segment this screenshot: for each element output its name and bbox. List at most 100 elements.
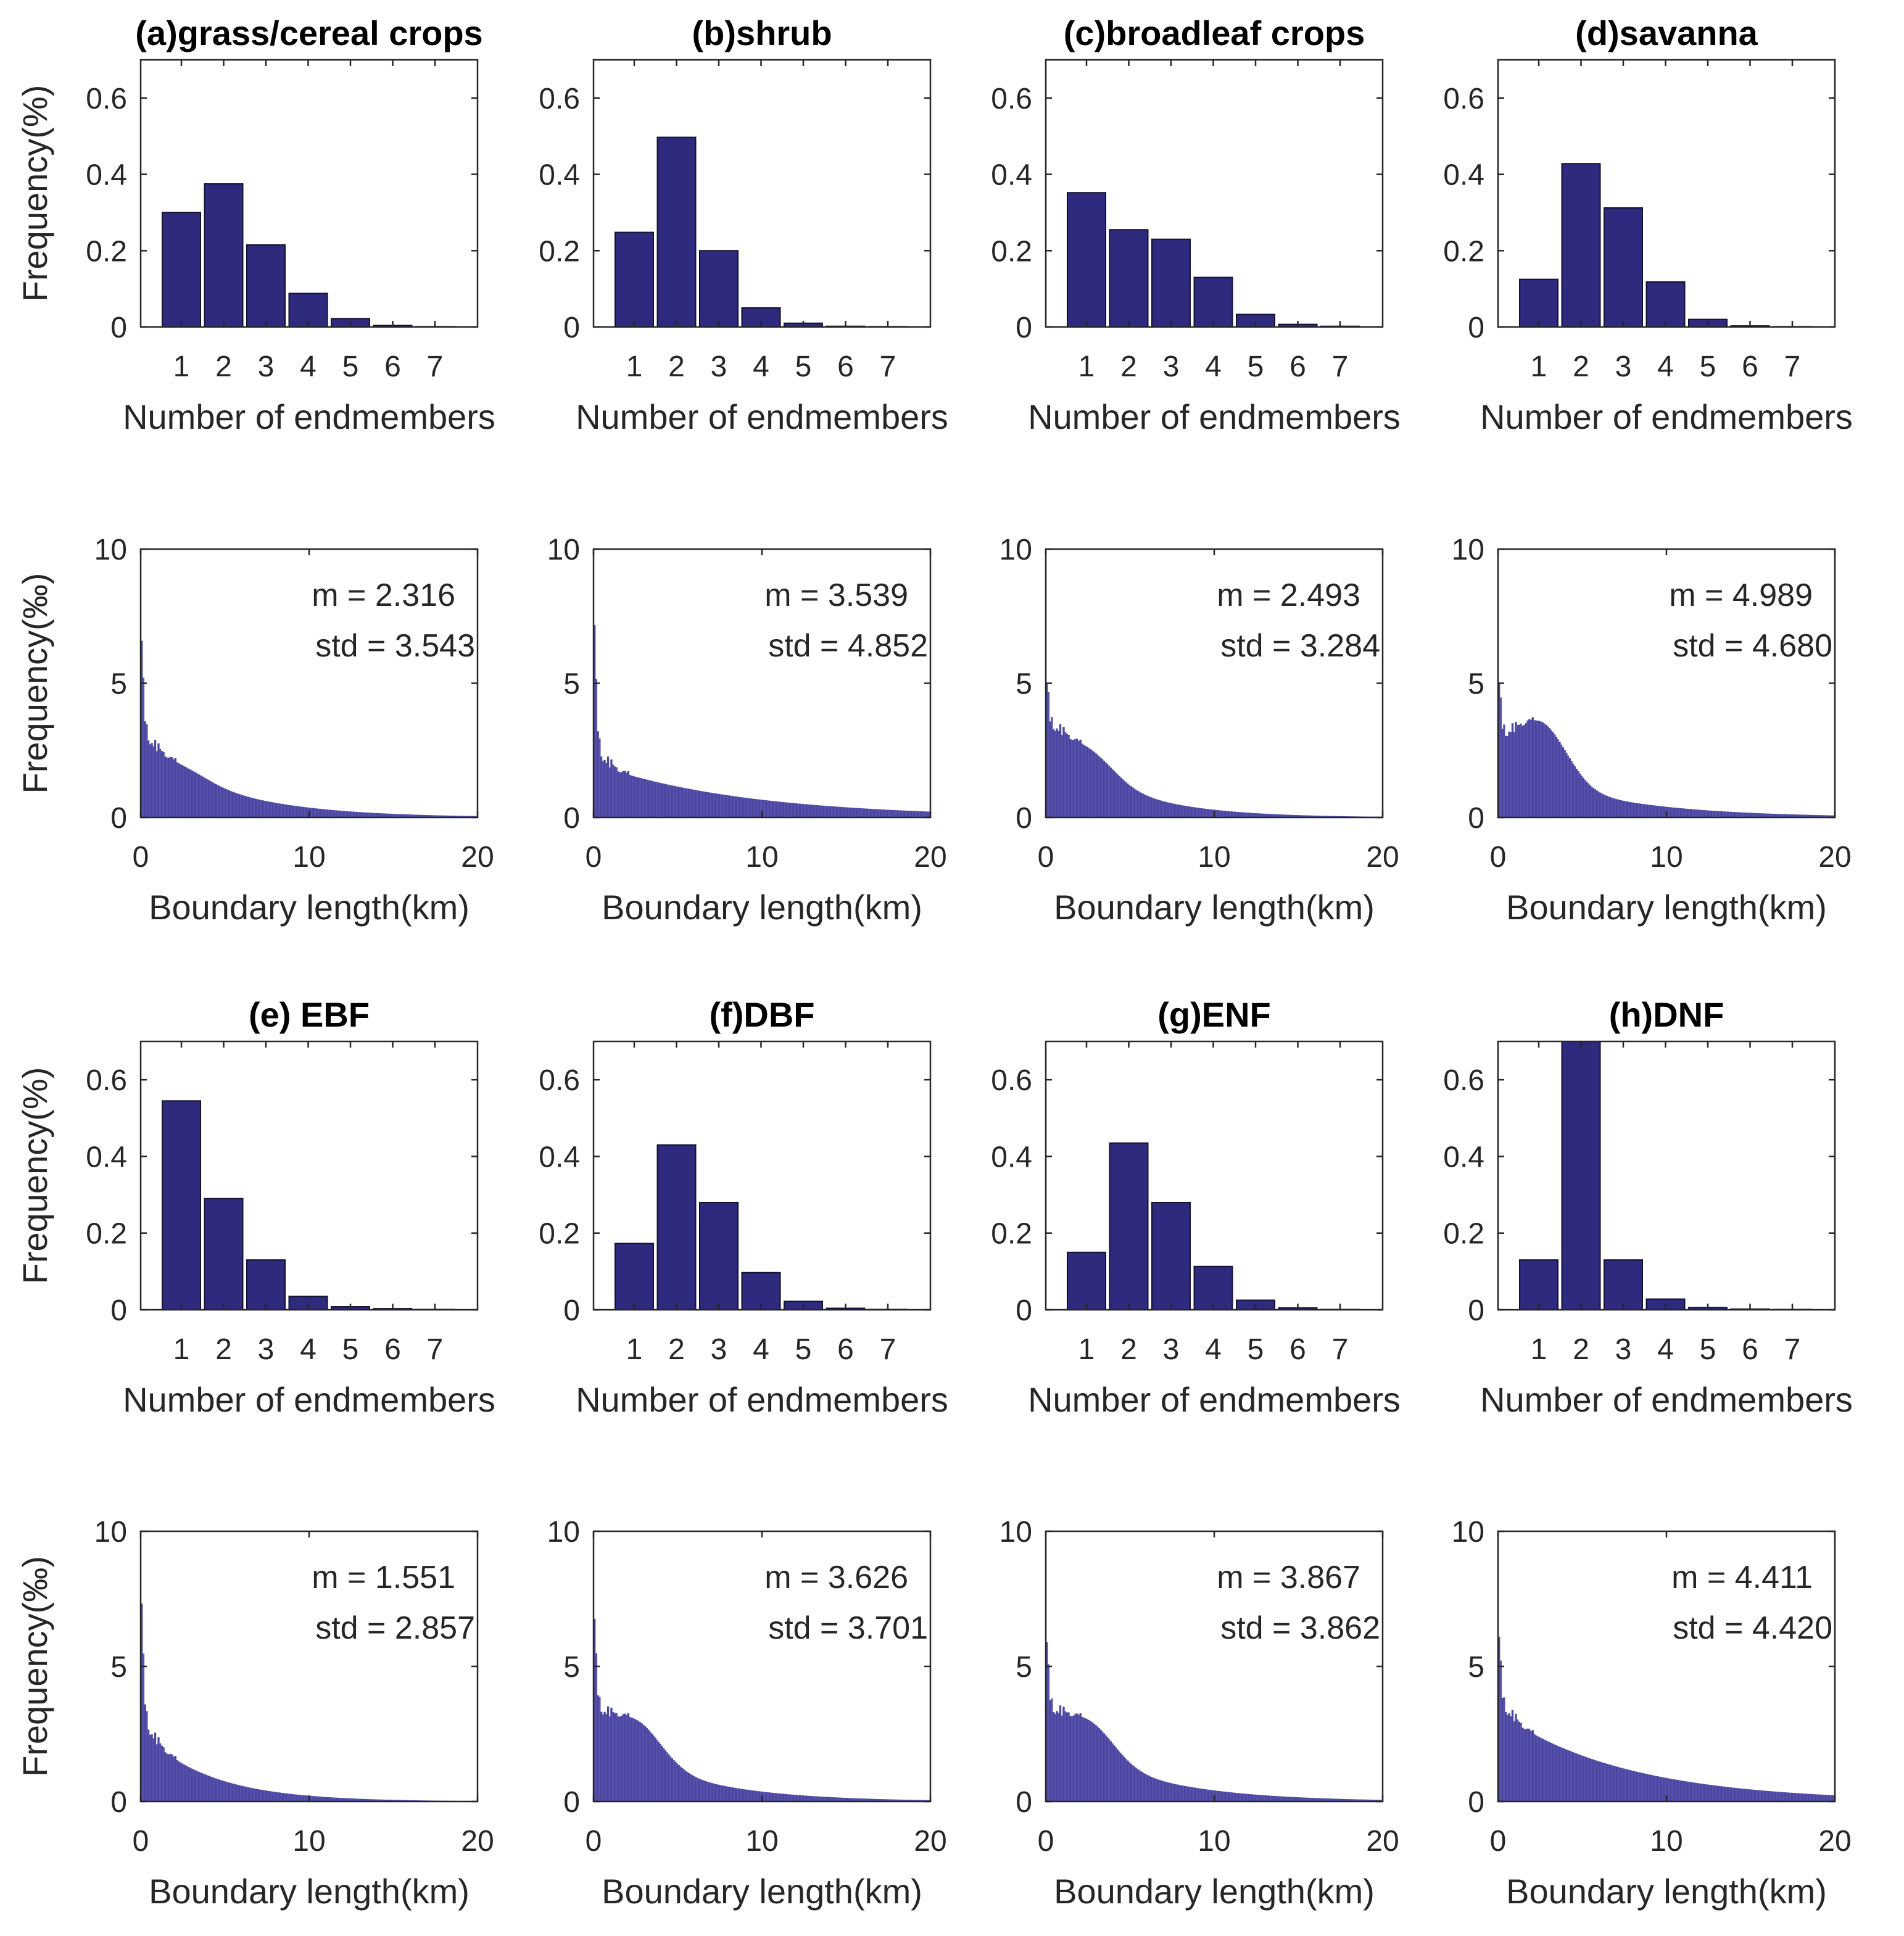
hist-bin <box>1327 1798 1330 1802</box>
hist-bin <box>610 759 613 817</box>
hist-bin <box>1572 1752 1575 1802</box>
hist-bin <box>1277 1796 1279 1802</box>
hist-bin <box>1535 720 1538 817</box>
hist-bin <box>1786 814 1789 817</box>
hist-bin <box>1189 806 1191 817</box>
hist-bin <box>230 1783 233 1802</box>
hist-bin <box>1707 1784 1709 1802</box>
hist-bin <box>1296 1797 1299 1802</box>
hist-bin <box>341 811 344 817</box>
hist-bin <box>449 816 451 817</box>
hist-bin <box>1280 1796 1282 1802</box>
hist-bin <box>1340 1798 1343 1802</box>
hist-bin <box>1501 1698 1504 1802</box>
hist-bin <box>144 721 146 817</box>
hist-bin <box>410 814 413 817</box>
hist-bin <box>1133 1766 1136 1802</box>
hist-bin <box>837 1797 840 1802</box>
hist-bin <box>1720 1786 1723 1802</box>
hist-bin <box>365 1798 367 1802</box>
hist-bin <box>735 796 737 817</box>
hist-bin <box>160 1745 163 1802</box>
hist-bin <box>602 761 604 817</box>
hist-bin <box>661 1746 663 1802</box>
hist-bin <box>403 814 406 817</box>
hist-bin <box>439 815 441 817</box>
hist-bin <box>1766 1790 1768 1802</box>
hist-bin <box>896 1799 899 1802</box>
hist-bin <box>296 806 298 817</box>
bar-g-3 <box>1151 1202 1191 1310</box>
hist-bin <box>462 816 465 817</box>
hist-bin <box>1128 1762 1131 1802</box>
hist-bin <box>216 785 219 817</box>
hist-bin <box>1059 724 1062 817</box>
hist-bin <box>1183 806 1186 817</box>
hist-bin <box>1554 734 1556 817</box>
hist-bin <box>841 807 843 817</box>
hist-bin <box>627 1713 629 1802</box>
bar-d-4 <box>1645 281 1686 328</box>
hist-bin <box>1127 783 1129 817</box>
hist-bin <box>1264 1795 1267 1802</box>
hist-bin <box>1362 1799 1365 1802</box>
hist-bin <box>605 1714 608 1802</box>
hist-bin <box>763 1792 766 1802</box>
hist-bin <box>846 1798 848 1802</box>
hist-bin <box>800 803 803 817</box>
hist-bin <box>1550 730 1552 817</box>
hist-bin <box>1504 735 1507 817</box>
hist-bin <box>1515 1713 1517 1802</box>
hist-bin <box>1251 813 1254 817</box>
hist-bin <box>1365 1799 1368 1802</box>
hist-bin <box>832 806 835 817</box>
hist-bin <box>608 1716 611 1802</box>
hist-bin <box>326 1797 328 1802</box>
hist-bin <box>351 811 354 817</box>
hist-bin <box>366 1799 369 1802</box>
hist-bin <box>1602 1763 1605 1802</box>
hist-bin <box>1821 815 1824 817</box>
hist-bin <box>1254 1794 1257 1802</box>
hist-bin <box>1541 1739 1544 1802</box>
hist-bin <box>1686 1781 1689 1802</box>
hist-bin <box>661 783 663 817</box>
hist-bin <box>789 1794 792 1802</box>
hist-bin <box>905 810 908 817</box>
hist-bin <box>1325 1798 1328 1802</box>
hist-bin <box>1629 1770 1632 1802</box>
hist-bin <box>1723 811 1726 817</box>
hist-bin <box>1114 1747 1117 1802</box>
hist-bin <box>344 811 347 817</box>
hist-bin <box>1584 779 1586 817</box>
hist-bin <box>255 798 257 817</box>
hist-bin <box>895 1799 897 1802</box>
y-tick-label: 0.4 <box>539 1141 580 1173</box>
hist-bin <box>1307 815 1309 817</box>
hist-bin <box>644 779 647 817</box>
hist-bin <box>1333 1798 1336 1802</box>
bar-a-3 <box>246 244 286 328</box>
hist-bin <box>1623 801 1625 817</box>
hist-bin <box>370 813 372 817</box>
hist-bin <box>1536 720 1539 817</box>
hist-bin <box>1715 1785 1718 1802</box>
hist-bin <box>373 813 376 817</box>
x-tick-label: 4 <box>1205 350 1222 383</box>
hist-bin <box>1248 1793 1250 1802</box>
hist-bin <box>208 780 210 817</box>
hist-bin <box>1370 1800 1373 1802</box>
hist-bin <box>787 1794 790 1802</box>
y-axis-label: Frequency(%) <box>15 1067 54 1284</box>
hist-bin <box>1293 814 1296 817</box>
hist-bin <box>1741 1788 1743 1802</box>
hist-bin <box>624 1713 626 1802</box>
hist-bin <box>666 1752 668 1802</box>
hist-bin <box>1665 1777 1667 1802</box>
y-tick-label: 0 <box>1016 802 1032 835</box>
hist-bin <box>1086 747 1088 817</box>
hist-bin <box>285 1793 288 1802</box>
hist-bin <box>905 1800 908 1802</box>
hist-bin <box>827 806 830 817</box>
hist-bin <box>635 1719 638 1802</box>
